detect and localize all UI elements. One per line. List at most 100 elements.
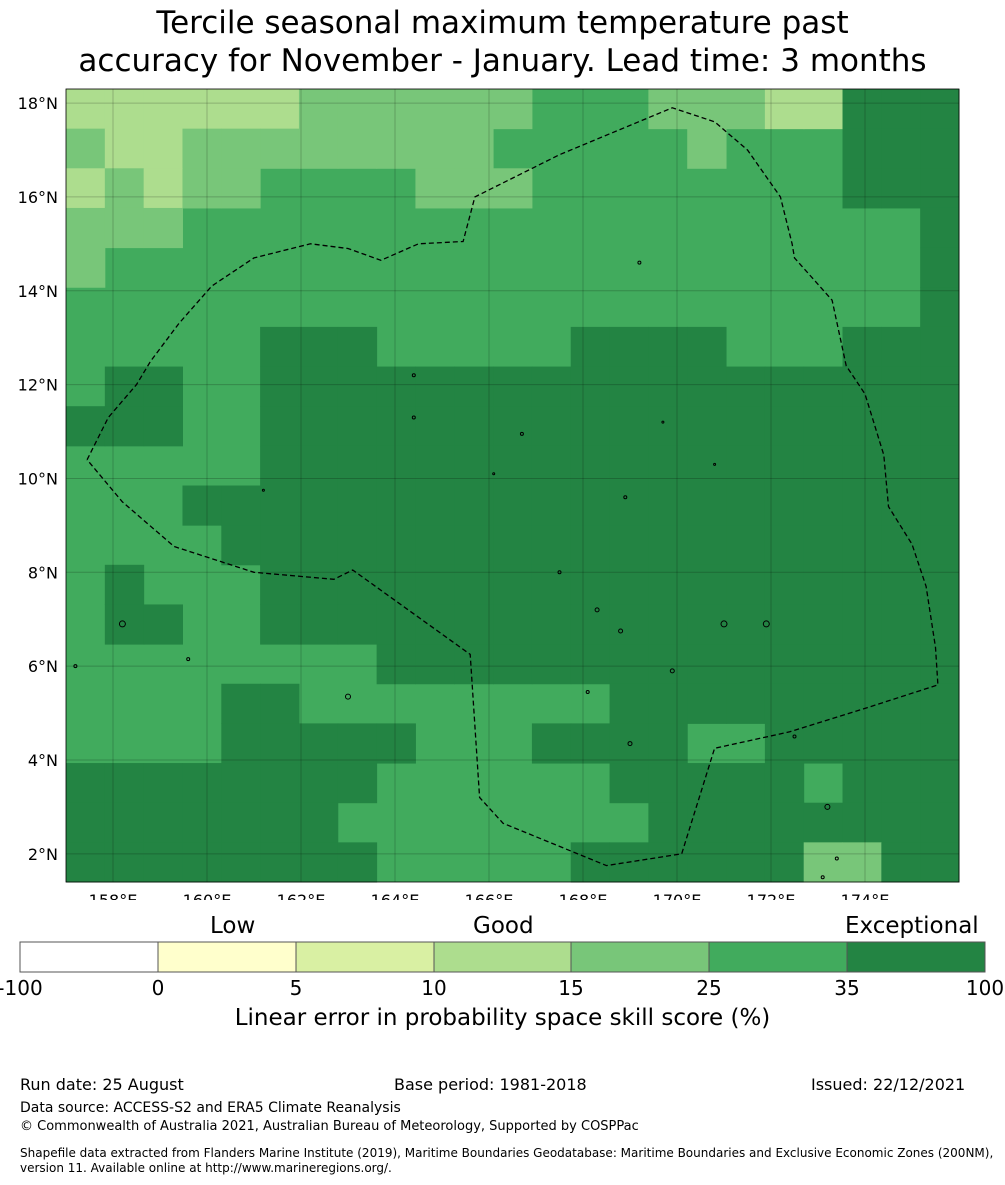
skill-cell xyxy=(260,842,300,883)
skill-cell xyxy=(687,128,727,169)
lat-tick-label: 16°N xyxy=(18,188,58,207)
lon-tick-label: 162°E xyxy=(277,891,326,900)
skill-cell xyxy=(803,644,844,685)
skill-cell xyxy=(881,445,921,486)
skill-cell xyxy=(531,644,572,685)
skill-cell xyxy=(531,366,572,407)
skill-cell xyxy=(260,525,300,566)
copyright: © Commonwealth of Australia 2021, Austra… xyxy=(20,1119,639,1134)
skill-cell xyxy=(221,168,261,209)
colorbar-segment xyxy=(19,941,159,973)
skill-cell xyxy=(842,644,882,685)
skill-cell xyxy=(726,89,766,130)
skill-cell xyxy=(143,842,183,883)
island-outline xyxy=(118,620,126,628)
island-outline xyxy=(792,734,797,739)
skill-cell xyxy=(415,406,455,447)
skill-cell xyxy=(920,644,960,685)
skill-cell xyxy=(454,89,494,130)
skill-cell xyxy=(337,564,378,605)
skill-cell xyxy=(609,564,649,605)
skill-cell xyxy=(104,842,145,883)
skill-cell xyxy=(920,168,960,209)
skill-cell xyxy=(764,644,805,685)
skill-cell xyxy=(143,128,183,169)
skill-cell xyxy=(415,604,455,645)
skill-cell xyxy=(570,723,611,764)
skill-cell xyxy=(260,89,300,130)
skill-cell xyxy=(66,842,106,883)
skill-cell xyxy=(298,525,339,566)
skill-cell xyxy=(920,604,960,645)
skill-cell xyxy=(687,802,727,843)
skill-cell xyxy=(298,366,339,407)
colorbar-tick: 10 xyxy=(421,976,447,1000)
skill-cell xyxy=(104,366,145,407)
skill-cell xyxy=(881,406,921,447)
skill-cell xyxy=(842,683,882,724)
skill-cell xyxy=(842,128,882,169)
skill-cell xyxy=(66,207,106,249)
skill-cell xyxy=(260,564,300,605)
skill-cell xyxy=(648,366,688,407)
skill-cell xyxy=(104,763,145,804)
skill-cell xyxy=(609,644,649,685)
skill-cell xyxy=(376,604,416,645)
skill-cell xyxy=(531,723,572,764)
skill-cell xyxy=(803,445,844,486)
skill-cell xyxy=(764,485,805,526)
skill-cell xyxy=(376,89,416,130)
skill-cell xyxy=(920,723,960,764)
lat-tick-label: 4°N xyxy=(28,751,58,770)
skill-cell xyxy=(842,406,882,447)
skill-cell xyxy=(104,168,145,209)
skill-cell xyxy=(570,564,611,605)
island-outline xyxy=(637,260,642,265)
skill-cell xyxy=(803,525,844,566)
colorbar-category-exceptional: Exceptional xyxy=(845,913,979,939)
skill-cell xyxy=(376,445,416,486)
skill-cell xyxy=(648,842,688,883)
skill-cell xyxy=(260,763,300,804)
skill-cell xyxy=(531,564,572,605)
skill-cell xyxy=(726,802,766,843)
skill-cell xyxy=(104,802,145,843)
skill-cell xyxy=(337,445,378,486)
skill-cell xyxy=(687,89,727,130)
skill-cell xyxy=(687,485,727,526)
skill-cell xyxy=(881,763,921,804)
skill-cell xyxy=(881,326,921,368)
colorbar-tick: 5 xyxy=(289,976,303,1000)
skill-cell xyxy=(570,445,611,486)
skill-cell xyxy=(648,564,688,605)
skill-cell xyxy=(143,168,183,209)
skill-cell xyxy=(881,366,921,407)
skill-cell xyxy=(920,207,960,249)
skill-cell xyxy=(570,644,611,685)
skill-cell xyxy=(415,168,455,209)
islands xyxy=(73,260,839,880)
island-outline xyxy=(669,668,675,674)
skill-cell xyxy=(803,366,844,407)
island-outline xyxy=(627,741,633,747)
skill-cell xyxy=(337,485,378,526)
skill-cell xyxy=(881,683,921,724)
skill-cell xyxy=(687,683,727,724)
skill-cell xyxy=(609,485,649,526)
skill-cell xyxy=(609,445,649,486)
skill-cell xyxy=(260,366,300,407)
colorbar xyxy=(19,941,986,973)
skill-cell xyxy=(493,168,533,209)
skill-cell xyxy=(687,366,727,407)
colorbar-tick: 35 xyxy=(834,976,860,1000)
skill-cell xyxy=(143,89,183,130)
skill-cell xyxy=(260,445,300,486)
skill-cell xyxy=(920,445,960,486)
skill-cell xyxy=(920,802,960,843)
lon-tick-label: 174°E xyxy=(841,891,890,900)
skill-cell xyxy=(881,564,921,605)
island-outline xyxy=(824,803,831,810)
lon-tick-label: 170°E xyxy=(653,891,702,900)
skill-cell xyxy=(648,802,688,843)
skill-cell xyxy=(66,802,106,843)
